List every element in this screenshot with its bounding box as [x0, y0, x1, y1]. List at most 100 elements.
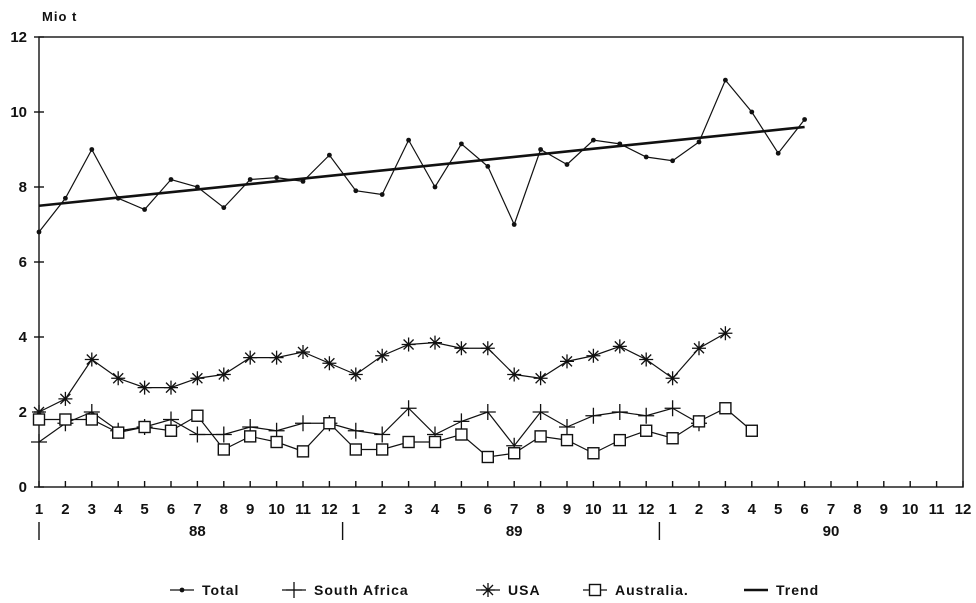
data-point-total — [115, 195, 121, 201]
x-tick-label: 4 — [748, 501, 757, 518]
data-point-total — [696, 139, 702, 145]
data-point-south-africa — [347, 422, 364, 439]
data-point-australia — [613, 433, 626, 447]
x-year-label: 89 — [506, 523, 523, 540]
data-point-australia — [692, 415, 706, 428]
data-point-australia — [745, 424, 758, 437]
legend-item-total: Total — [170, 582, 239, 598]
data-point-total — [564, 162, 570, 167]
data-point-australia — [534, 430, 547, 443]
x-tick-label: 6 — [484, 501, 492, 518]
legend-marker-total — [179, 587, 185, 593]
x-tick-label: 7 — [510, 501, 518, 518]
data-point-total — [591, 137, 596, 143]
data-point-usa — [718, 326, 733, 341]
x-tick-label: 8 — [536, 501, 544, 518]
x-year-label: 90 — [823, 523, 840, 540]
data-point-usa — [84, 352, 99, 367]
series-australia — [32, 402, 758, 464]
x-tick-label: 10 — [585, 501, 602, 518]
x-tick-label: 5 — [457, 501, 465, 518]
data-point-usa — [190, 371, 205, 386]
x-tick-label: 4 — [431, 501, 440, 518]
data-point-australia — [323, 417, 336, 430]
data-point-australia — [191, 409, 204, 422]
data-point-south-africa — [295, 415, 311, 432]
x-tick-label: 11 — [295, 501, 311, 518]
data-point-usa — [296, 345, 310, 359]
data-point-south-africa — [532, 404, 549, 420]
series-usa — [32, 326, 733, 419]
data-point-total — [406, 137, 411, 143]
data-point-usa — [612, 339, 627, 354]
data-point-usa — [164, 380, 178, 395]
data-point-australia — [85, 413, 99, 426]
legend-label: Total — [202, 582, 239, 598]
data-point-total — [511, 222, 517, 227]
data-point-usa — [243, 350, 258, 365]
data-point-south-africa — [31, 434, 47, 450]
data-point-usa — [639, 352, 654, 367]
y-tick-label: 12 — [10, 29, 27, 46]
x-tick-label: 1 — [35, 501, 43, 518]
data-point-total — [63, 195, 68, 201]
x-tick-label: 7 — [193, 501, 201, 518]
data-point-australia — [243, 430, 257, 443]
data-point-usa — [348, 367, 363, 382]
x-tick-label: 8 — [220, 501, 228, 518]
data-point-south-africa — [638, 407, 655, 424]
data-point-total — [723, 77, 728, 83]
data-point-total — [775, 150, 781, 156]
data-point-australia — [349, 443, 362, 456]
x-tick-label: 7 — [827, 501, 835, 518]
series-line-total — [38, 78, 806, 233]
data-point-south-africa — [189, 426, 206, 443]
x-tick-label: 3 — [404, 501, 412, 518]
x-tick-label: 3 — [88, 501, 96, 518]
data-point-australia — [719, 402, 732, 415]
data-point-australia — [587, 447, 600, 460]
y-tick-label: 6 — [19, 254, 27, 271]
data-point-south-africa — [559, 419, 575, 435]
data-point-australia — [376, 443, 389, 456]
data-point-usa — [428, 335, 442, 350]
data-point-australia — [111, 426, 125, 439]
legend-label: South Africa — [314, 582, 409, 598]
data-point-total — [274, 175, 279, 181]
data-point-total — [802, 117, 807, 122]
data-point-usa — [111, 371, 126, 386]
legend-marker-south-africa — [286, 582, 302, 598]
x-tick-label: 6 — [167, 501, 175, 518]
data-point-australia — [296, 445, 310, 458]
data-point-total — [643, 154, 649, 160]
y-tick-label: 4 — [19, 329, 28, 346]
data-point-australia — [455, 428, 468, 441]
legend: Total South Africa USA Australia. Trend — [170, 582, 819, 598]
data-point-australia — [402, 435, 415, 449]
legend-label: Trend — [776, 582, 819, 598]
data-point-usa — [32, 405, 46, 419]
data-point-australia — [217, 443, 231, 456]
y-tick-label: 0 — [19, 479, 27, 496]
data-point-australia — [640, 424, 653, 437]
data-point-total — [749, 109, 755, 115]
data-point-usa — [375, 348, 390, 363]
data-point-usa — [507, 367, 522, 382]
data-point-usa — [322, 356, 337, 371]
data-point-total — [89, 147, 95, 152]
x-axis: 1 2 3 4 5 6 7 8 9 10 11 12 1 2 3 4 5 6 7 8 9 10 11 12 1 2 3 4 5 6 7 8 9 1… — [35, 481, 971, 540]
data-point-usa — [533, 371, 548, 386]
data-point-south-africa — [479, 404, 496, 420]
x-tick-label: 2 — [378, 501, 386, 518]
data-point-total — [670, 158, 675, 164]
data-point-usa — [560, 354, 574, 369]
x-tick-label: 9 — [563, 501, 571, 518]
data-point-total — [353, 188, 359, 194]
x-tick-label: 11 — [929, 501, 945, 518]
x-tick-label: 1 — [352, 501, 360, 518]
data-point-total — [36, 229, 42, 235]
data-point-total — [538, 147, 543, 152]
x-tick-label: 10 — [902, 501, 919, 518]
data-point-total — [195, 184, 200, 190]
